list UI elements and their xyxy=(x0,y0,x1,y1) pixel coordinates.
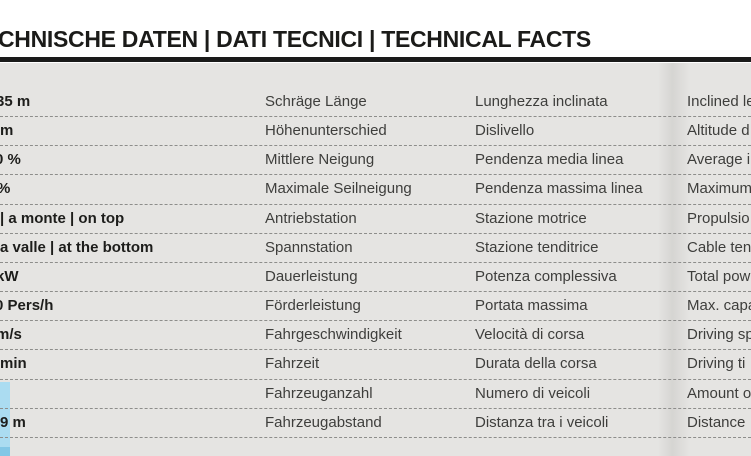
label-german: Maximale Seilneigung xyxy=(265,180,412,198)
label-italian: Pendenza media linea xyxy=(475,151,624,169)
label-german: Höhenunterschied xyxy=(265,122,387,140)
label-english: Maximum xyxy=(687,180,751,198)
table-row: % Maximale Seilneigung Pendenza massima … xyxy=(0,175,751,205)
table-row: | a monte | on top Antriebstation Stazio… xyxy=(0,205,751,234)
value-cell: % xyxy=(0,175,10,203)
page-fold-shadow xyxy=(658,63,690,456)
blue-accent-bar xyxy=(0,382,10,447)
label-german: Fahrzeit xyxy=(265,355,320,373)
label-english: Driving ti xyxy=(687,355,746,373)
value-cell: m/s xyxy=(0,326,22,344)
table-row: 0 Pers/h Förderleistung Portata massima … xyxy=(0,292,751,322)
value-cell: 0 Pers/h xyxy=(0,297,54,315)
label-italian: Durata della corsa xyxy=(475,355,597,373)
value-cell: kW xyxy=(0,267,19,285)
table-row: 0 % Mittlere Neigung Pendenza media line… xyxy=(0,146,751,176)
label-italian: Dislivello xyxy=(475,122,535,140)
label-german: Förderleistung xyxy=(265,297,361,315)
table-row: m Höhenunterschied Dislivello Altitude d xyxy=(0,117,751,147)
label-italian: Numero di veicoli xyxy=(475,384,591,402)
label-english: Total pow xyxy=(687,267,751,285)
label-english: Amount o xyxy=(687,384,751,402)
value-cell: 0 % xyxy=(0,151,21,169)
label-italian: Potenza complessiva xyxy=(475,267,617,285)
label-german: Mittlere Neigung xyxy=(265,151,375,169)
value-cell: 35 m xyxy=(0,93,31,110)
label-german: Spannstation xyxy=(265,238,353,256)
table-row: min Fahrzeit Durata della corsa Driving … xyxy=(0,350,751,380)
page-title: CHNISCHE DATEN | DATI TECNICI | TECHNICA… xyxy=(0,26,591,52)
label-italian: Lunghezza inclinata xyxy=(475,93,608,110)
value-cell: a valle | at the bottom xyxy=(0,238,154,256)
table-row: m/s Fahrgeschwindigkeit Velocità di cors… xyxy=(0,321,751,351)
label-german: Schräge Länge xyxy=(265,93,367,110)
table-row: a valle | at the bottom Spannstation Sta… xyxy=(0,234,751,263)
label-german: Fahrzeugabstand xyxy=(265,413,382,431)
value-cell: m xyxy=(0,122,14,140)
label-english: Inclined le xyxy=(687,93,751,110)
label-german: Fahrgeschwindigkeit xyxy=(265,326,402,344)
value-cell: | a monte | on top xyxy=(0,209,125,227)
label-english: Altitude d xyxy=(687,122,750,140)
label-german: Fahrzeuganzahl xyxy=(265,384,373,402)
label-english: Max. capa xyxy=(687,297,751,315)
label-german: Dauerleistung xyxy=(265,267,358,285)
label-italian: Stazione tenditrice xyxy=(475,238,599,256)
value-cell: 9 m xyxy=(0,413,26,431)
label-italian: Pendenza massima linea xyxy=(475,180,643,198)
label-german: Antriebstation xyxy=(265,209,357,227)
value-cell: min xyxy=(0,355,27,373)
label-italian: Portata massima xyxy=(475,297,588,315)
table-row: 35 m Schräge Länge Lunghezza inclinata I… xyxy=(0,88,751,118)
label-italian: Distanza tra i veicoli xyxy=(475,413,609,431)
title-underline-rule xyxy=(0,57,751,62)
label-english: Cable ten xyxy=(687,238,751,256)
label-english: Propulsio xyxy=(687,209,750,227)
table-row: 9 m Fahrzeugabstand Distanza tra i veico… xyxy=(0,409,751,438)
label-english: Average i xyxy=(687,151,751,169)
label-english: Distance xyxy=(687,413,746,431)
table-row: kW Dauerleistung Potenza complessiva Tot… xyxy=(0,263,751,293)
label-italian: Velocità di corsa xyxy=(475,326,585,344)
blue-accent-bar-dark xyxy=(0,447,10,456)
technical-data-table: 35 m Schräge Länge Lunghezza inclinata I… xyxy=(0,63,751,456)
table-rows: 35 m Schräge Länge Lunghezza inclinata I… xyxy=(0,88,751,438)
table-row: Fahrzeuganzahl Numero di veicoli Amount … xyxy=(0,380,751,409)
label-italian: Stazione motrice xyxy=(475,209,587,227)
label-english: Driving sp xyxy=(687,326,751,344)
